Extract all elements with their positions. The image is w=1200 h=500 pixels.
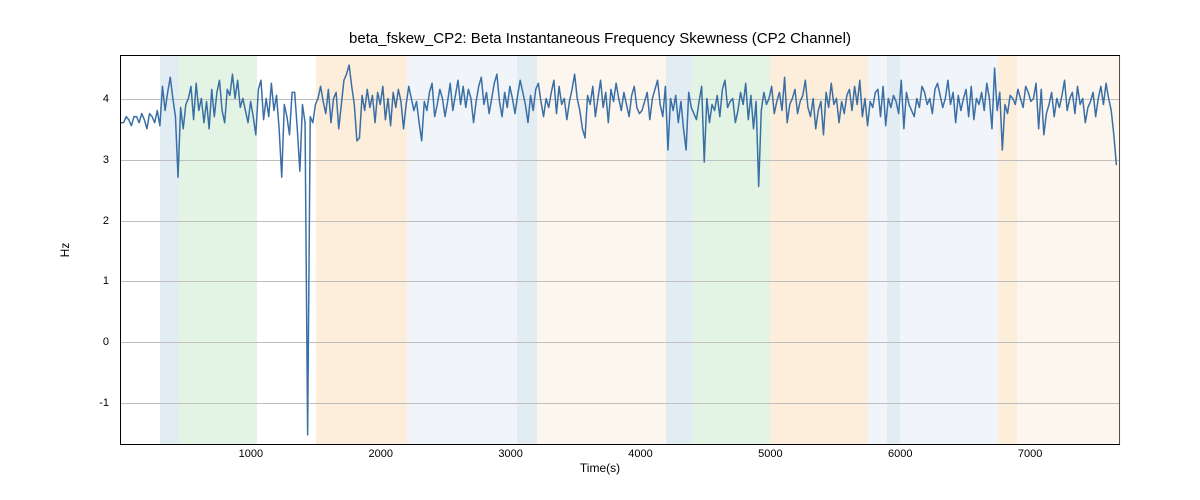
y-tick-label: 3 <box>39 154 109 166</box>
y-tick-label: 2 <box>39 215 109 227</box>
x-tick-label: 3000 <box>498 448 522 460</box>
x-tick-label: 1000 <box>239 448 263 460</box>
y-axis-label: Hz <box>58 243 72 258</box>
y-tick-label: 4 <box>39 93 109 105</box>
y-tick-label: -1 <box>39 397 109 409</box>
series-line <box>121 65 1116 435</box>
chart-title: beta_fskew_CP2: Beta Instantaneous Frequ… <box>0 30 1200 47</box>
x-tick-label: 2000 <box>368 448 392 460</box>
x-tick-label: 5000 <box>758 448 782 460</box>
plot-area: -1012341000200030004000500060007000 <box>120 55 1120 445</box>
y-tick-label: 0 <box>39 336 109 348</box>
y-tick-label: 1 <box>39 275 109 287</box>
x-axis-label: Time(s) <box>0 461 1200 475</box>
x-tick-label: 4000 <box>628 448 652 460</box>
line-svg <box>121 56 1119 444</box>
chart-container: beta_fskew_CP2: Beta Instantaneous Frequ… <box>0 0 1200 500</box>
x-tick-label: 6000 <box>888 448 912 460</box>
x-tick-label: 7000 <box>1018 448 1042 460</box>
